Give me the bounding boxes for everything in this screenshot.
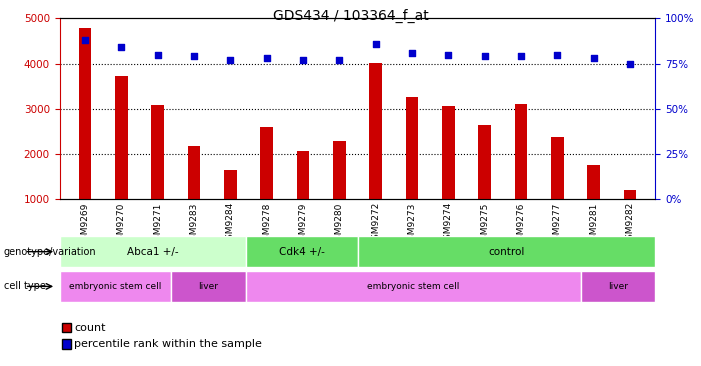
Point: [79, 37, 90, 43]
Bar: [515, 104, 527, 199]
Bar: [581, 271, 655, 302]
Text: control: control: [489, 247, 524, 257]
Bar: [60, 271, 171, 302]
Bar: [224, 170, 237, 199]
Text: cell type: cell type: [4, 281, 46, 291]
Bar: [406, 97, 418, 199]
Text: liver: liver: [198, 282, 219, 291]
Point: [443, 52, 454, 57]
Bar: [333, 142, 346, 199]
Point: [407, 50, 418, 56]
Point: [515, 53, 526, 59]
Point: [297, 57, 308, 63]
Bar: [171, 271, 246, 302]
Bar: [60, 236, 246, 267]
Point: [370, 41, 381, 46]
Point: [225, 57, 236, 63]
Bar: [442, 106, 455, 199]
Point: [261, 55, 272, 61]
Point: [588, 55, 599, 61]
Point: [334, 57, 345, 63]
Text: GDS434 / 103364_f_at: GDS434 / 103364_f_at: [273, 9, 428, 23]
Text: percentile rank within the sample: percentile rank within the sample: [74, 339, 262, 349]
Bar: [624, 190, 637, 199]
Bar: [551, 137, 564, 199]
Text: count: count: [74, 322, 106, 333]
Bar: [151, 105, 164, 199]
Point: [189, 53, 200, 59]
Bar: [115, 76, 128, 199]
Point: [152, 52, 163, 57]
Bar: [297, 151, 309, 199]
Bar: [188, 146, 200, 199]
Bar: [79, 28, 91, 199]
Text: Cdk4 +/-: Cdk4 +/-: [279, 247, 325, 257]
Point: [479, 53, 490, 59]
Bar: [246, 236, 358, 267]
Text: Abca1 +/-: Abca1 +/-: [127, 247, 179, 257]
Point: [625, 61, 636, 67]
Bar: [358, 236, 655, 267]
Point: [552, 52, 563, 57]
Bar: [369, 63, 382, 199]
Text: embryonic stem cell: embryonic stem cell: [367, 282, 460, 291]
Bar: [246, 271, 581, 302]
Bar: [587, 165, 600, 199]
Bar: [260, 127, 273, 199]
Text: liver: liver: [608, 282, 628, 291]
Text: embryonic stem cell: embryonic stem cell: [69, 282, 162, 291]
Point: [116, 44, 127, 50]
Bar: [478, 125, 491, 199]
Text: genotype/variation: genotype/variation: [4, 247, 96, 257]
